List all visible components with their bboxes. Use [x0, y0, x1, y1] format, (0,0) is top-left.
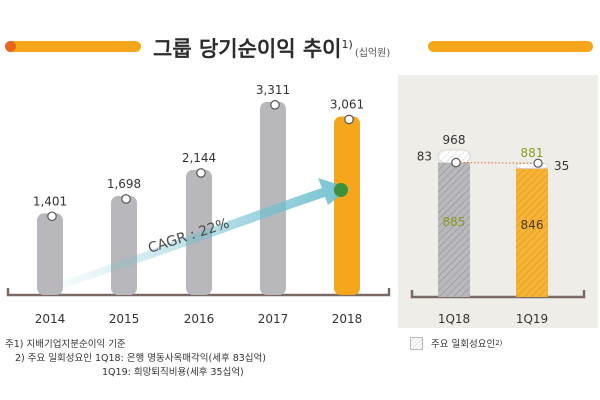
quarterly-tick-label-1Q18: 1Q18	[438, 312, 470, 326]
title-accent-bar-left	[6, 41, 141, 52]
cagr-arrow	[58, 178, 350, 289]
title-footnote-marker: 1)	[341, 38, 353, 51]
title-unit: (십억원)	[354, 48, 391, 59]
tick-label-2018: 2018	[332, 312, 363, 326]
bar-marker-2018	[344, 114, 354, 125]
data-label-2018: 3,061	[330, 97, 364, 111]
quarterly-marker-1Q19	[533, 158, 543, 168]
data-label-2017: 3,311	[256, 83, 290, 97]
tick-label-2017: 2017	[258, 312, 289, 326]
quarterly-x-axis	[410, 290, 586, 299]
title-accent-bar-right	[428, 41, 593, 52]
quarterly-one-off-label-1Q19: 35	[554, 159, 569, 173]
bar-2017	[260, 101, 286, 295]
tick-label-2016: 2016	[184, 312, 215, 326]
quarterly-recurring-label-1Q18: 885	[443, 215, 466, 229]
footnote-3: 1Q19: 희망퇴직비용(세후 35십억)	[102, 367, 244, 378]
legend-swatch-one-off	[410, 336, 423, 350]
bar-marker-2014	[47, 211, 57, 222]
chart-title-text: 그룹 당기순이익 추이	[153, 37, 342, 61]
legend-label: 주요 일회성요인	[431, 339, 496, 350]
tick-label-2015: 2015	[109, 312, 140, 326]
chart-title: 그룹 당기순이익 추이1)(십억원)	[153, 33, 423, 63]
legend: 주요 일회성요인 2)	[410, 336, 502, 350]
legend-footnote-marker: 2)	[495, 339, 503, 347]
quarterly-recurring-label-1Q19: 846	[521, 218, 544, 232]
bar-marker-2016	[196, 168, 206, 178]
quarterly-total-label-1Q18: 968	[443, 133, 466, 147]
data-label-2014: 1,401	[33, 194, 67, 208]
cagr-arrow-tip	[334, 183, 348, 197]
quarterly-one-off-label-1Q18: 83	[417, 149, 432, 163]
title-accent-dot	[5, 41, 16, 52]
quarterly-bar-recurring-1Q19	[516, 168, 548, 297]
quarterly-panel-bg	[398, 75, 598, 328]
bar-2014	[37, 213, 63, 295]
footnote-1: 주1) 지배기업지분순이익 기준	[5, 339, 126, 350]
quarterly-bar-one-off-1Q19	[515, 162, 549, 169]
quarterly-marker-1Q18	[451, 157, 461, 168]
bar-marker-2017	[270, 100, 280, 110]
bar-2018	[334, 116, 360, 295]
quarterly-tick-label-1Q19: 1Q19	[516, 312, 548, 326]
footnote-2: 2) 주요 일회성요인 1Q18: 은행 명동사옥매각익(세후 83십억)	[15, 353, 266, 364]
data-label-2015: 1,698	[107, 177, 141, 191]
data-label-2016: 2,144	[182, 151, 216, 165]
bar-marker-2015	[121, 194, 131, 204]
bar-2015	[111, 195, 137, 295]
tick-label-2014: 2014	[35, 312, 66, 326]
quarterly-bar-recurring-1Q18	[438, 162, 470, 297]
quarterly-total-label-1Q19: 881	[521, 146, 544, 160]
